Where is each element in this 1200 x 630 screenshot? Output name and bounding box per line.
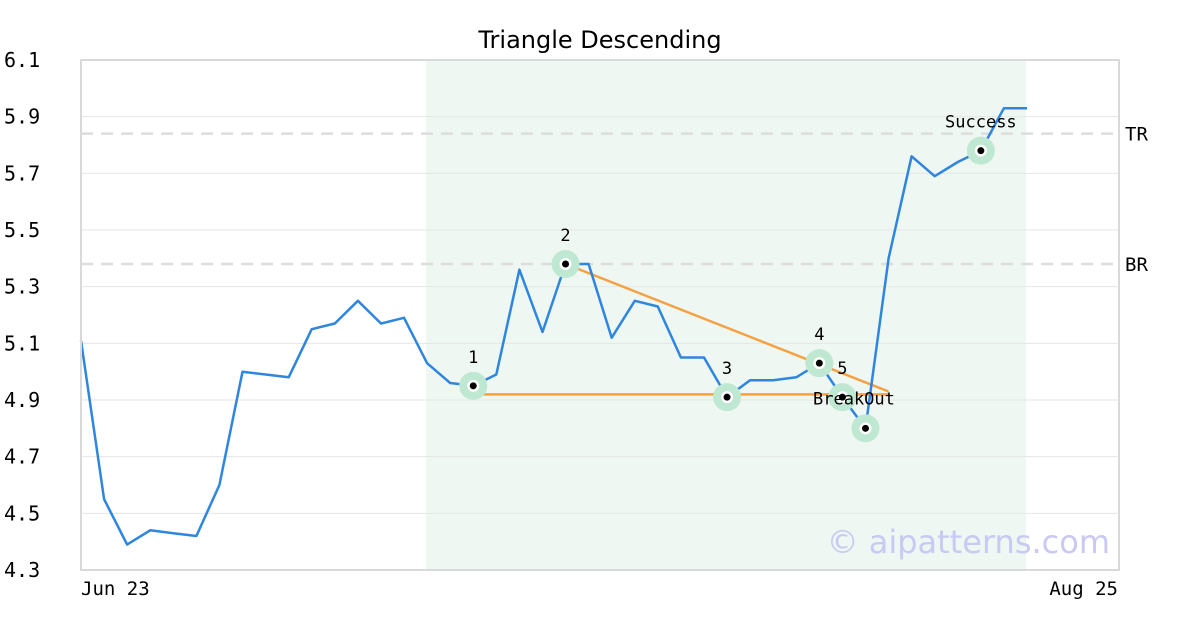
chart-title: Triangle Descending [477, 26, 721, 54]
x-tick-end: Aug 25 [1049, 578, 1118, 600]
pivot-point [723, 393, 731, 401]
pivot-label: 2 [560, 226, 570, 246]
y-tick-label: 5.7 [4, 161, 40, 185]
pivot-point [977, 147, 985, 155]
y-tick-label: 5.3 [4, 275, 40, 299]
y-tick-label: 4.9 [4, 388, 40, 412]
pivot-label: 5 [837, 359, 847, 379]
y-tick-label: 4.7 [4, 445, 40, 469]
y-tick-label: 5.5 [4, 218, 40, 242]
pivot-point [562, 260, 570, 268]
pivot-label: Success [945, 113, 1017, 133]
breakout-annotation: BreakOut [813, 389, 895, 409]
pivot-point [815, 359, 823, 367]
pivot-label: 3 [722, 359, 732, 379]
pivot-point [861, 424, 869, 432]
x-tick-start: Jun 23 [81, 578, 150, 600]
level-label-tr: TR [1125, 124, 1148, 146]
y-tick-label: 5.1 [4, 331, 40, 355]
pivot-point [838, 393, 846, 401]
plot-frame [80, 59, 1120, 571]
level-label-br: BR [1125, 254, 1148, 276]
pivot-point [469, 382, 477, 390]
y-tick-label: 4.3 [4, 558, 40, 582]
pivot-label: 1 [468, 348, 478, 368]
pattern-trendline-2 [565, 262, 890, 393]
price-series-line [79, 106, 1027, 546]
y-tick-label: 5.9 [4, 105, 40, 129]
y-tick-label: 6.1 [4, 48, 40, 72]
pattern-highlight-band [426, 60, 1027, 570]
watermark: © aipatterns.com [827, 523, 1110, 561]
y-tick-label: 4.5 [4, 501, 40, 525]
pivot-label: 4 [814, 325, 824, 345]
